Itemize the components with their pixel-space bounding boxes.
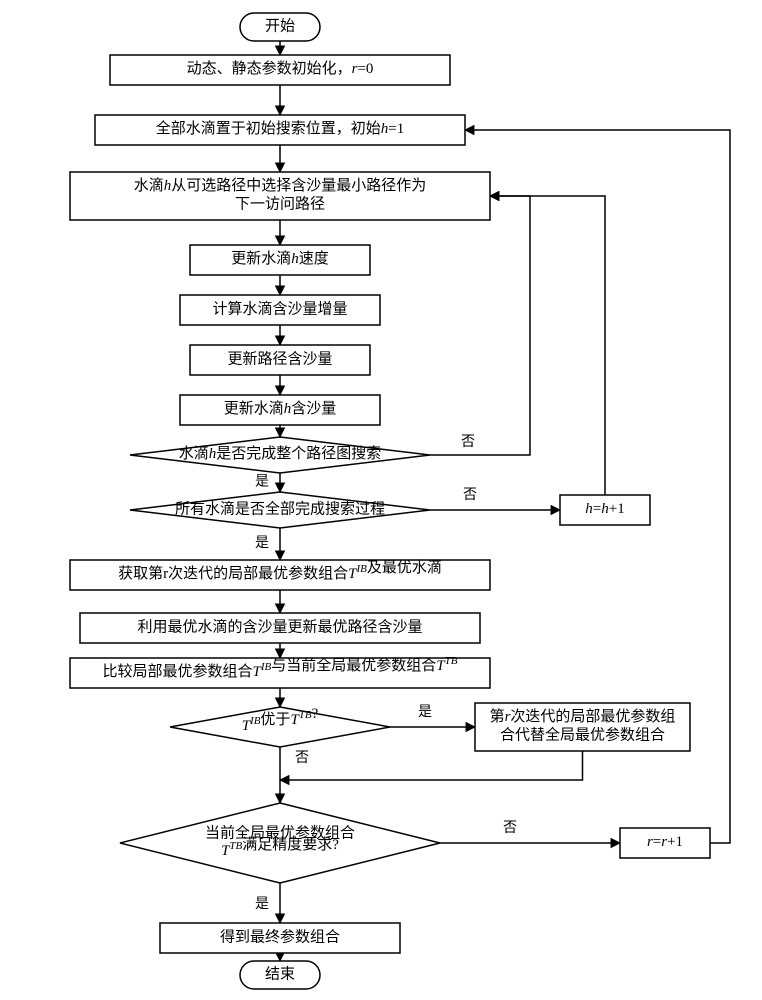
svg-text:下一访问路径: 下一访问路径: [235, 195, 325, 212]
flowchart-svg: 开始结束 动态、静态参数初始化，r=0 全部水滴置于初始搜索位置，初始h=1 水滴h从…: [0, 0, 762, 1000]
svg-text:否: 否: [461, 435, 475, 450]
svg-text:是: 是: [418, 705, 432, 720]
svg-text:得到最终参数组合: 得到最终参数组合: [220, 928, 340, 945]
svg-text:更新水滴h速度: 更新水滴h速度: [231, 249, 329, 267]
svg-text:是: 是: [255, 475, 269, 490]
svg-text:全部水滴置于初始搜索位置，初始h=1: 全部水滴置于初始搜索位置，初始h=1: [156, 119, 404, 137]
svg-text:更新水滴h含沙量: 更新水滴h含沙量: [224, 399, 337, 417]
svg-text:r=r+1: r=r+1: [647, 834, 683, 850]
e-bh-b3: [490, 196, 605, 495]
svg-text:所有水滴是否全部完成搜索过程: 所有水滴是否全部完成搜索过程: [175, 499, 385, 517]
svg-text:合代替全局最优参数组合: 合代替全局最优参数组合: [500, 725, 665, 743]
svg-text:更新路径含沙量: 更新路径含沙量: [227, 350, 332, 367]
svg-text:开始: 开始: [265, 17, 295, 34]
e-b11-join: [280, 751, 583, 780]
svg-text:第r次迭代的局部最优参数组: 第r次迭代的局部最优参数组: [490, 707, 676, 725]
svg-text:h=h+1: h=h+1: [585, 501, 624, 517]
svg-text:否: 否: [463, 488, 477, 503]
e-d1-no: [430, 196, 530, 455]
svg-text:水滴h从可选路径中选择含沙量最小路径作为: 水滴h从可选路径中选择含沙量最小路径作为: [134, 176, 427, 194]
svg-text:是: 是: [255, 536, 269, 551]
svg-text:计算水滴含沙量增量: 计算水滴含沙量增量: [212, 299, 347, 317]
svg-text:结束: 结束: [265, 965, 295, 982]
svg-text:水滴h是否完成整个路径图搜索: 水滴h是否完成整个路径图搜索: [179, 444, 382, 462]
svg-text:否: 否: [503, 821, 517, 836]
svg-text:否: 否: [295, 751, 309, 766]
svg-text:是: 是: [255, 897, 269, 912]
svg-text:利用最优水滴的含沙量更新最优路径含沙量: 利用最优水滴的含沙量更新最优路径含沙量: [137, 617, 422, 635]
svg-text:动态、静态参数初始化，r=0: 动态、静态参数初始化，r=0: [187, 60, 374, 77]
